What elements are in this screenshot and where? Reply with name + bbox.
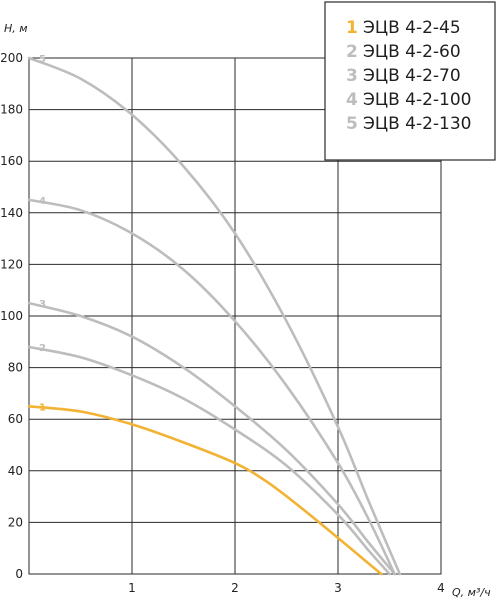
y-tick-label: 120 bbox=[0, 257, 23, 271]
curve-number-label: 4 bbox=[39, 196, 46, 207]
y-tick-label: 60 bbox=[8, 412, 23, 426]
curve-number-label: 3 bbox=[39, 299, 46, 310]
y-axis-label: Н, м bbox=[4, 22, 28, 35]
curve-number-label: 5 bbox=[39, 54, 46, 65]
legend-entry-name: ЭЦВ 4-2-60 bbox=[363, 42, 461, 62]
series-line-2 bbox=[27, 345, 391, 576]
curve-lines bbox=[27, 56, 402, 576]
x-tick-label: 1 bbox=[128, 581, 136, 595]
legend-entry-number: 3 bbox=[346, 66, 358, 86]
legend-box bbox=[324, 1, 496, 161]
y-tick-label: 160 bbox=[0, 154, 23, 168]
series-line-5 bbox=[27, 56, 402, 576]
y-tick-label: 200 bbox=[0, 51, 23, 65]
curve-number-label: 1 bbox=[39, 402, 46, 413]
legend-entry-name: ЭЦВ 4-2-130 bbox=[363, 114, 471, 134]
legend-entry-name: ЭЦВ 4-2-70 bbox=[363, 66, 461, 86]
y-tick-label: 100 bbox=[0, 309, 23, 323]
x-tick-label: 3 bbox=[334, 581, 342, 595]
y-tick-label: 180 bbox=[0, 103, 23, 117]
curve-number-label: 2 bbox=[39, 343, 46, 354]
series-line-1 bbox=[27, 405, 383, 576]
x-axis-label: Q, м³/ч bbox=[452, 586, 491, 599]
y-tick-label: 0 bbox=[15, 567, 23, 581]
legend-entry-number: 1 bbox=[346, 18, 358, 38]
x-tick-label: 4 bbox=[437, 581, 445, 595]
legend-entry-name: ЭЦВ 4-2-100 bbox=[363, 90, 471, 110]
y-tick-label: 40 bbox=[8, 464, 23, 478]
x-tick-label: 2 bbox=[231, 581, 239, 595]
series-line-3 bbox=[27, 301, 396, 576]
y-tick-label: 80 bbox=[8, 361, 23, 375]
legend-entry-number: 5 bbox=[346, 114, 358, 134]
grid-lines bbox=[28, 57, 442, 575]
y-tick-label: 140 bbox=[0, 206, 23, 220]
legend-entry-number: 2 bbox=[346, 42, 358, 62]
curve-labels: 2 3 4 5 1 bbox=[39, 54, 46, 413]
legend-entry-name: ЭЦВ 4-2-45 bbox=[363, 18, 461, 38]
legend-entry-number: 4 bbox=[346, 90, 358, 110]
y-tick-label: 20 bbox=[8, 515, 23, 529]
series-line-4 bbox=[27, 198, 396, 576]
legend: 1 ЭЦВ 4-2-452 ЭЦВ 4-2-603 ЭЦВ 4-2-704 ЭЦВ 4-… bbox=[324, 1, 496, 161]
